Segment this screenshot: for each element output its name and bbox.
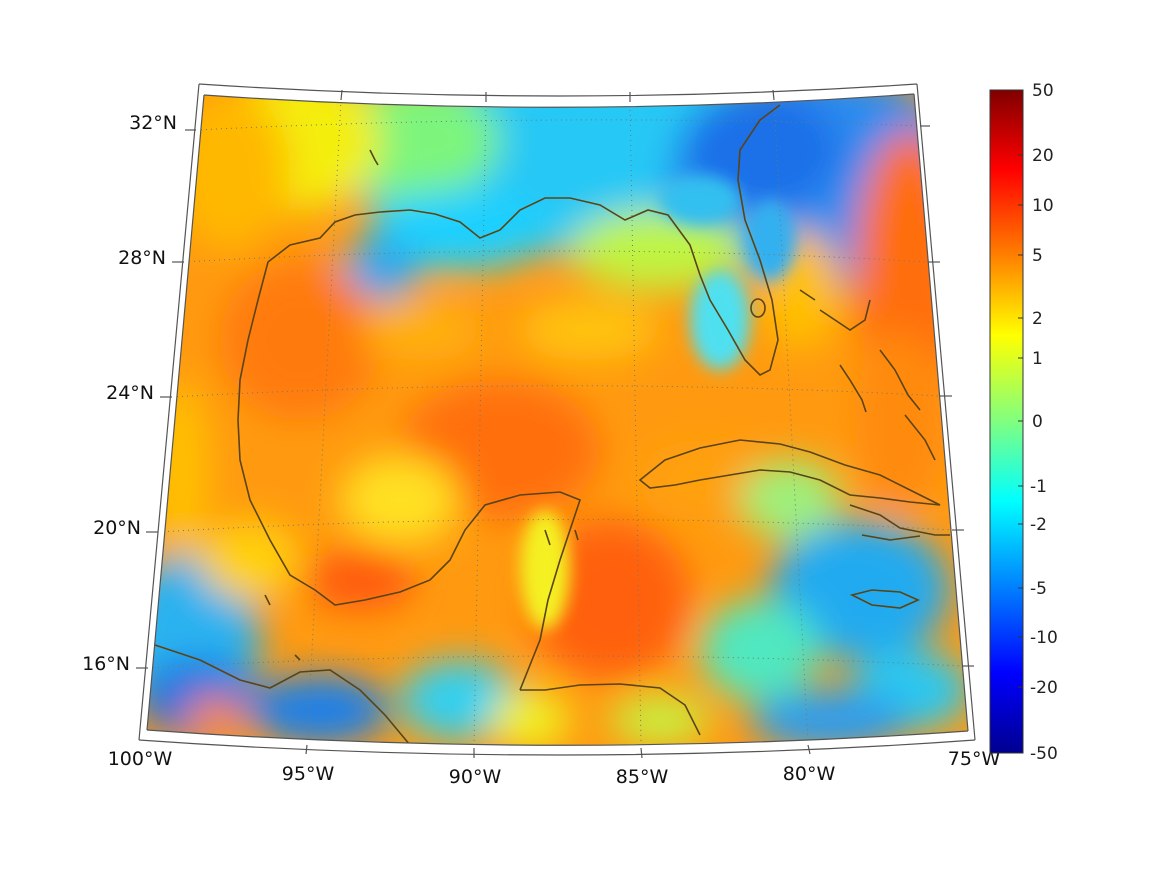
heatmap-field	[147, 94, 968, 746]
latitude-labels: 32°N 28°N 24°N 20°N 16°N	[82, 112, 177, 675]
colorbar-label: -20	[1030, 678, 1058, 698]
colorbar-labels: 50 20 10 5 2 1 0 -1 -2 -5 -10 -20 -50	[1030, 81, 1058, 764]
colorbar-label: 5	[1032, 246, 1043, 266]
lon-label-80w: 80°W	[783, 763, 836, 785]
coastlines	[154, 104, 950, 746]
lat-label-28n: 28°N	[118, 247, 166, 269]
colorbar-label: 2	[1032, 309, 1043, 329]
graticule	[147, 99, 963, 746]
colorbar-label: 50	[1032, 81, 1054, 101]
lon-label-100w: 100°W	[108, 748, 173, 770]
lat-label-16n: 16°N	[82, 653, 130, 675]
lat-label-32n: 32°N	[129, 112, 177, 134]
colorbar-label: -2	[1030, 515, 1047, 535]
colorbar-label: -5	[1030, 579, 1047, 599]
map-frame	[136, 83, 976, 759]
lon-label-95w: 95°W	[282, 763, 335, 785]
lon-label-85w: 85°W	[616, 766, 669, 788]
colorbar-label: -1	[1030, 477, 1047, 497]
lon-label-90w: 90°W	[449, 766, 502, 788]
longitude-labels: 100°W 95°W 90°W 85°W 80°W 75°W	[108, 748, 1001, 788]
colorbar-label: 1	[1032, 349, 1043, 369]
colorbar-label: 0	[1032, 412, 1043, 432]
colorbar-label: 20	[1032, 146, 1054, 166]
colorbar-gradient	[989, 89, 1024, 754]
lon-label-75w: 75°W	[948, 748, 1001, 770]
colorbar-label: -10	[1030, 628, 1058, 648]
lat-label-24n: 24°N	[106, 382, 154, 404]
colorbar: 50 20 10 5 2 1 0 -1 -2 -5 -10 -20 -50	[989, 81, 1058, 764]
colorbar-ticks	[1018, 154, 1023, 688]
colorbar-label: -50	[1030, 744, 1058, 764]
colorbar-label: 10	[1032, 196, 1054, 216]
lat-label-20n: 20°N	[93, 517, 141, 539]
